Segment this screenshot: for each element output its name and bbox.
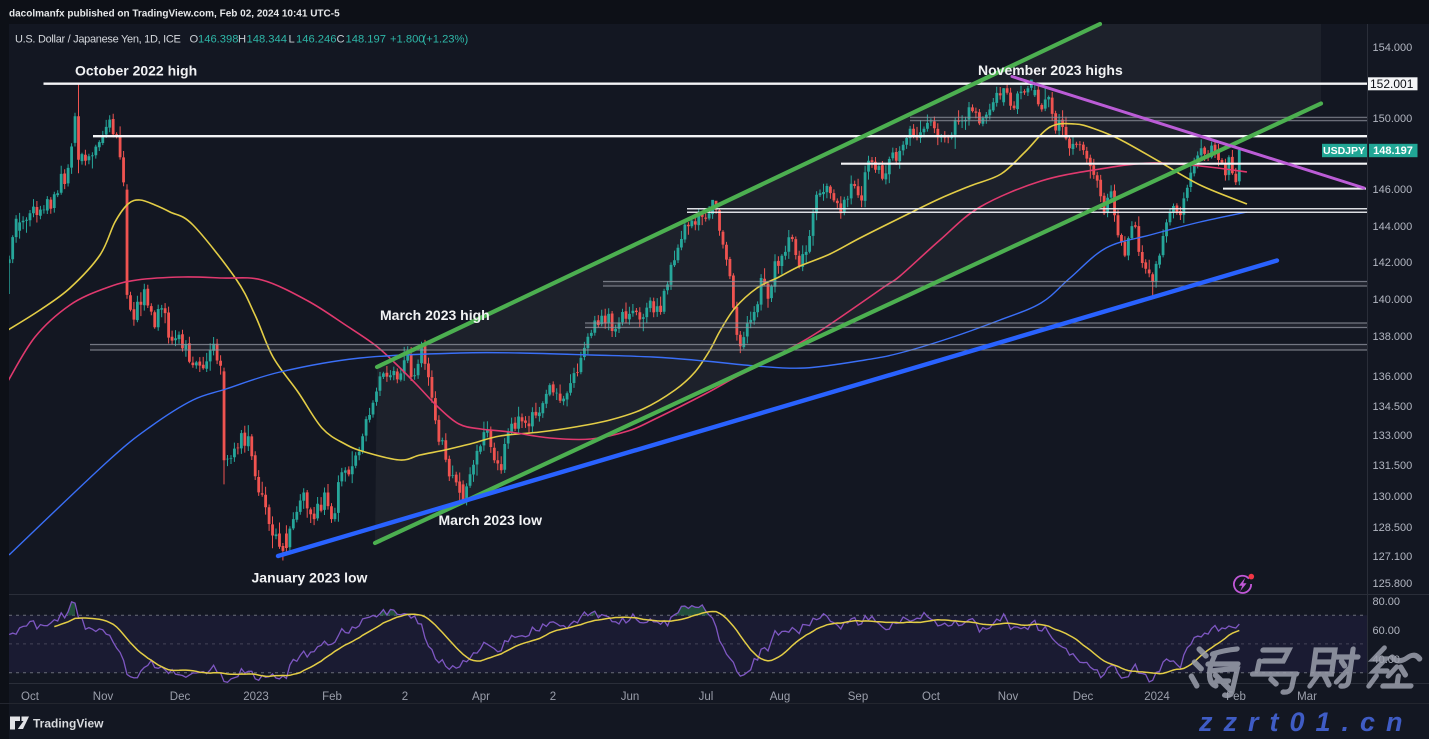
svg-text:+1.800: +1.800 xyxy=(390,34,425,46)
svg-text:Jul: Jul xyxy=(699,691,714,703)
svg-text:(+1.23%): (+1.23%) xyxy=(423,34,469,46)
svg-text:2024: 2024 xyxy=(1144,691,1170,703)
svg-text:zzrt01.cn: zzrt01.cn xyxy=(1198,707,1414,737)
svg-text:TradingView: TradingView xyxy=(33,717,104,731)
svg-text:2: 2 xyxy=(550,691,556,703)
svg-text:U.S. Dollar / Japanese Yen, 1D: U.S. Dollar / Japanese Yen, 1D, ICE xyxy=(15,34,181,46)
svg-text:140.000: 140.000 xyxy=(1373,294,1413,306)
svg-text:Oct: Oct xyxy=(922,691,941,703)
svg-text:L: L xyxy=(289,34,295,46)
svg-text:Dec: Dec xyxy=(170,691,191,703)
svg-text:148.344: 148.344 xyxy=(247,34,287,46)
svg-text:Jun: Jun xyxy=(621,691,640,703)
svg-text:80.00: 80.00 xyxy=(1373,596,1401,608)
svg-text:C: C xyxy=(337,34,345,46)
svg-text:Nov: Nov xyxy=(998,691,1019,703)
svg-text:128.500: 128.500 xyxy=(1373,522,1413,534)
svg-text:152.001: 152.001 xyxy=(1370,77,1414,91)
svg-text:60.00: 60.00 xyxy=(1373,625,1401,637)
svg-text:dacolmanfx published on Tradin: dacolmanfx published on TradingView.com,… xyxy=(9,9,340,20)
svg-text:125.800: 125.800 xyxy=(1373,578,1413,590)
svg-text:Sep: Sep xyxy=(848,691,868,703)
svg-text:Apr: Apr xyxy=(472,691,490,703)
svg-text:146.246: 146.246 xyxy=(296,34,336,46)
svg-text:Dec: Dec xyxy=(1073,691,1094,703)
svg-text:Nov: Nov xyxy=(93,691,114,703)
svg-text:144.000: 144.000 xyxy=(1373,221,1413,233)
svg-text:Feb: Feb xyxy=(322,691,342,703)
svg-text:131.500: 131.500 xyxy=(1373,460,1413,472)
svg-text:134.500: 134.500 xyxy=(1373,401,1413,413)
svg-text:O: O xyxy=(190,34,199,46)
svg-text:133.000: 133.000 xyxy=(1373,430,1413,442)
svg-text:146.000: 146.000 xyxy=(1373,184,1413,196)
svg-text:November 2023 highs: November 2023 highs xyxy=(978,62,1123,78)
svg-text:150.000: 150.000 xyxy=(1373,113,1413,125)
svg-text:March 2023 low: March 2023 low xyxy=(439,512,543,528)
svg-text:2: 2 xyxy=(402,691,408,703)
svg-text:148.197: 148.197 xyxy=(1373,145,1413,157)
svg-text:148.197: 148.197 xyxy=(346,34,386,46)
svg-text:2023: 2023 xyxy=(243,691,269,703)
svg-text:USDJPY: USDJPY xyxy=(1323,145,1365,157)
svg-text:146.398: 146.398 xyxy=(198,34,238,46)
svg-text:127.100: 127.100 xyxy=(1373,551,1413,563)
svg-text:130.000: 130.000 xyxy=(1373,491,1413,503)
svg-text:Aug: Aug xyxy=(770,691,790,703)
svg-text:October 2022 high: October 2022 high xyxy=(75,63,197,79)
svg-text:January 2023 low: January 2023 low xyxy=(252,570,368,586)
svg-text:March 2023 high: March 2023 high xyxy=(380,307,490,323)
svg-text:154.000: 154.000 xyxy=(1373,42,1413,54)
svg-text:138.000: 138.000 xyxy=(1373,331,1413,343)
svg-text:Oct: Oct xyxy=(21,691,40,703)
svg-text:H: H xyxy=(238,34,246,46)
svg-text:142.000: 142.000 xyxy=(1373,257,1413,269)
svg-text:Mar: Mar xyxy=(1297,691,1317,703)
svg-text:136.000: 136.000 xyxy=(1373,371,1413,383)
